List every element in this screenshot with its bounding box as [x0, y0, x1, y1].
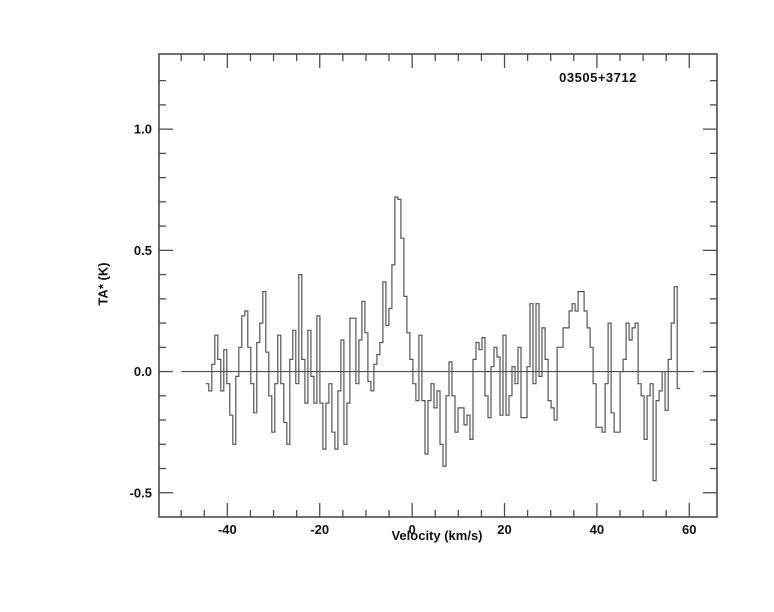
- y-tick-label: -0.5: [130, 485, 152, 500]
- x-tick-label: 60: [682, 522, 696, 537]
- chart-title: 03505+3712: [559, 70, 637, 85]
- y-tick-label: 1.0: [134, 122, 152, 137]
- x-tick-label: 40: [590, 522, 604, 537]
- x-tick-label: 20: [497, 522, 511, 537]
- y-tick-label: 0.5: [134, 243, 152, 258]
- plot-frame: [158, 53, 718, 518]
- x-tick-label: -20: [310, 522, 329, 537]
- x-tick-label: 0: [409, 522, 416, 537]
- y-tick-label: 0.0: [134, 364, 152, 379]
- spectrum-trace: [205, 196, 681, 482]
- x-tick-label: -40: [218, 522, 237, 537]
- y-axis-label: TA* (K): [95, 262, 111, 306]
- x-axis-label: Velocity (km/s): [391, 528, 483, 543]
